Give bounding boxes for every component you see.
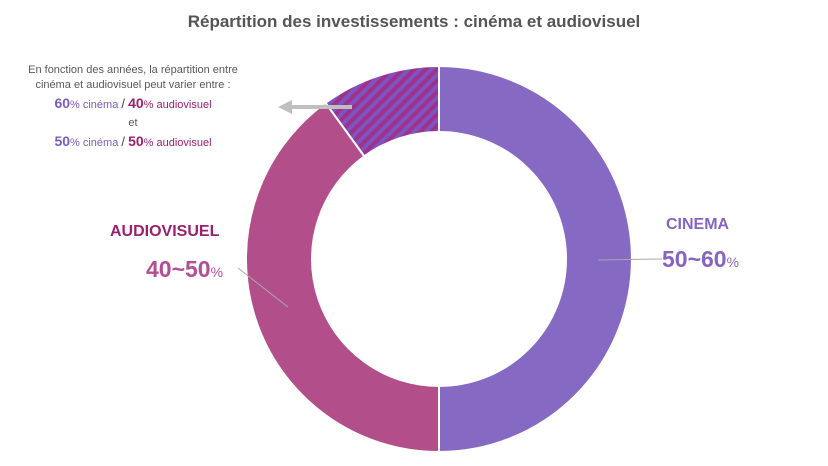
ratio-50-50: 50% cinéma / 50% audiovisuel [8,134,258,151]
variation-note: En fonction des années, la répartition e… [8,63,258,151]
audiovisuel-percent-sign: % [210,264,224,280]
ratio1-audio-number: 40 [128,95,144,111]
ratio1-audio-text: % audiovisuel [143,99,212,111]
cinema-value-number: 50~60 [662,246,727,272]
ratio2-separator: / [121,134,126,149]
ratio2-audio-number: 50 [128,133,144,149]
cinema-percent-sign: % [726,254,740,270]
audiovisuel-leader-line [237,267,289,308]
cinema-value: 50~60% [662,246,739,273]
cinema-label: CINEMA [666,216,730,233]
left-arrow-icon [278,100,352,114]
ratio-60-40: 60% cinéma / 40% audiovisuel [8,96,258,113]
note-connector: et [128,117,138,129]
audiovisuel-value: 40~50% [146,256,223,283]
ratio2-audio-text: % audiovisuel [143,137,212,149]
note-line-2: cinéma et audiovisuel peut varier entre … [35,79,231,91]
ratio1-cinema-number: 60 [54,95,71,111]
ratio2-cinema-text: % cinéma [70,137,119,149]
audiovisuel-slice [245,101,440,454]
cinema-leader-line [597,258,663,261]
audiovisuel-label: AUDIOVISUEL [110,223,220,240]
note-line-1: En fonction des années, la répartition e… [28,64,238,76]
ratio1-cinema-text: % cinéma [70,99,119,111]
ratio1-separator: / [121,96,126,111]
audiovisuel-value-number: 40~50 [146,256,211,282]
variable-share-slice [324,64,440,158]
cinema-slice [438,64,633,454]
chart-title: Répartition des investissements : cinéma… [187,12,641,31]
ratio2-cinema-number: 50 [54,133,71,149]
